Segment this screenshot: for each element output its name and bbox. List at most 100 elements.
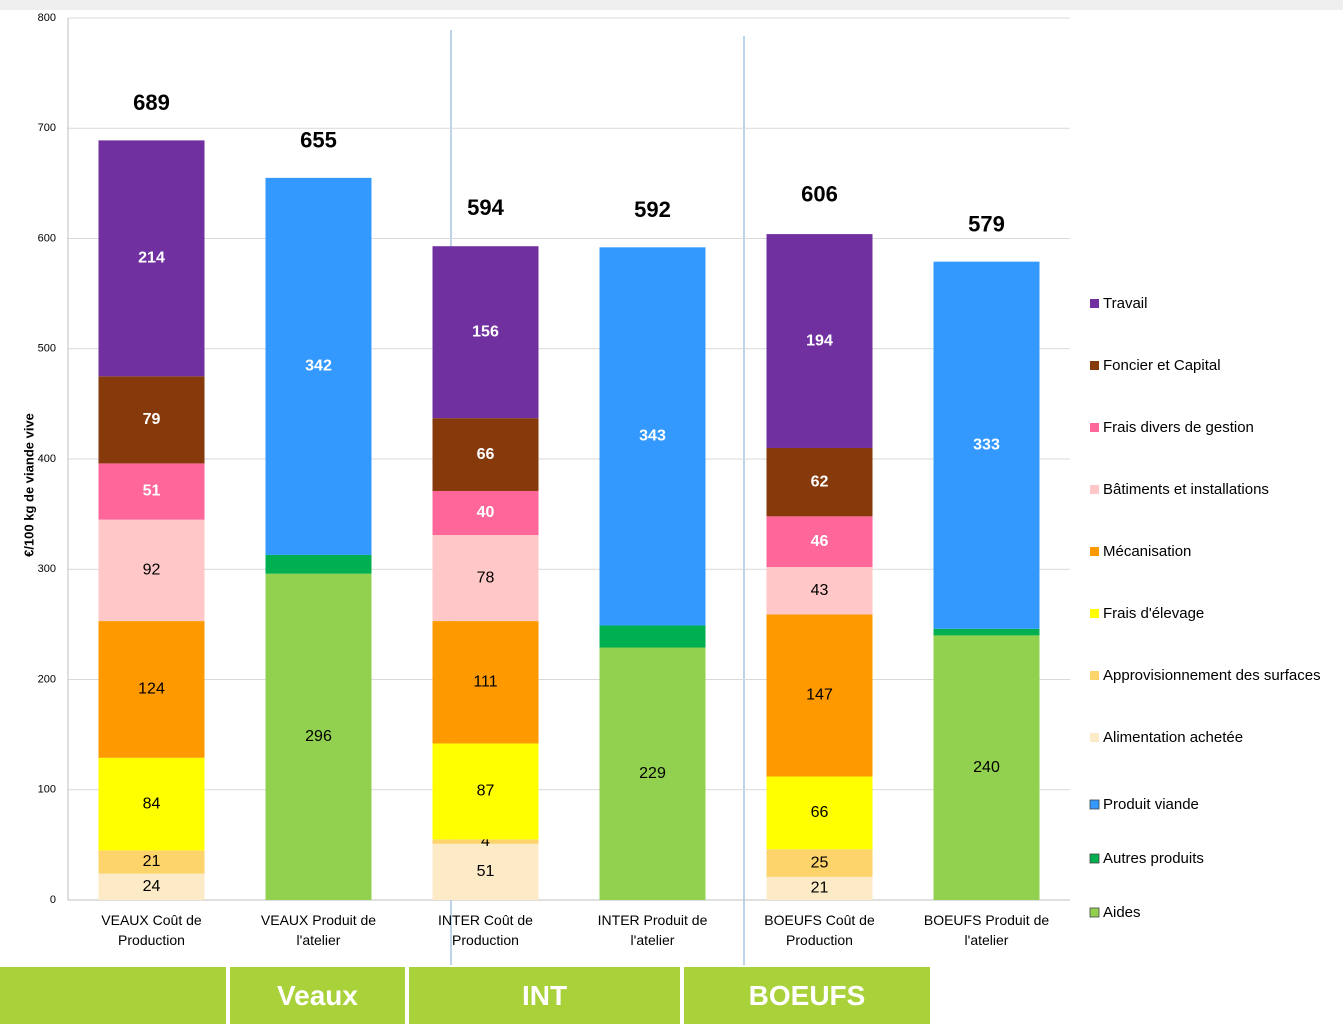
legend-label: Frais divers de gestion [1103, 419, 1254, 436]
legend-label: Approvisionnement des surfaces [1103, 667, 1321, 684]
total-label: 606 [801, 182, 838, 207]
legend-swatch [1090, 485, 1099, 494]
data-label: 78 [477, 569, 495, 586]
bar-segment [432, 843, 539, 900]
data-label: 124 [138, 681, 165, 698]
data-label: 156 [472, 323, 499, 340]
bar-segment [766, 516, 873, 568]
bar-segment [766, 876, 873, 900]
y-axis-label: €/100 kg de viande vive [21, 413, 36, 557]
total-label: 655 [300, 128, 337, 153]
legend-swatch [1090, 423, 1099, 432]
bar-segment [766, 776, 873, 850]
bar-segment [933, 628, 1040, 636]
data-label: 240 [973, 759, 1000, 776]
legend-swatch [1090, 733, 1099, 742]
data-label: 296 [305, 728, 332, 745]
x-tick-label: BOEUFS Produit de l'atelier [923, 912, 1050, 948]
legend-label: Frais d'élevage [1103, 605, 1204, 622]
legend-swatch [1089, 799, 1100, 810]
bar-segment [766, 614, 873, 777]
data-label: 111 [473, 673, 497, 690]
data-label: 25 [811, 854, 829, 871]
data-label: 194 [806, 332, 833, 349]
data-label: 43 [811, 582, 829, 599]
bar-segment [432, 418, 539, 491]
bar-segment [98, 873, 205, 900]
bar-segment [766, 567, 873, 615]
legend-swatch [1090, 547, 1099, 556]
bar-segment [766, 849, 873, 877]
legend-label: Produit viande [1103, 796, 1199, 813]
legend-label: Aides [1103, 904, 1141, 921]
bar-segment [766, 234, 873, 448]
bar-segment [432, 743, 539, 840]
data-label: 84 [143, 795, 161, 812]
data-label: 79 [143, 411, 161, 428]
legend-swatch [1090, 361, 1099, 370]
data-label: 87 [477, 783, 495, 800]
bar-segment [432, 246, 539, 419]
y-tick-label: 0 [50, 894, 56, 906]
data-label: 66 [811, 804, 829, 821]
bar-segment [98, 850, 205, 874]
x-tick-label: INTER Produit de l'atelier [597, 912, 708, 948]
legend-label: Bâtiments et installations [1103, 481, 1269, 498]
data-label: 51 [477, 863, 495, 880]
bar-segment [599, 247, 706, 626]
bar-segment [933, 261, 1040, 629]
bar-segment [766, 447, 873, 517]
y-tick-label: 800 [38, 12, 56, 24]
legend-swatch [1089, 907, 1100, 918]
data-label: 229 [639, 765, 666, 782]
legend-label: Autres produits [1103, 850, 1204, 867]
bar-segment [432, 490, 539, 536]
data-label: 40 [477, 504, 495, 521]
y-tick-label: 700 [38, 122, 56, 134]
bar-segment [432, 535, 539, 622]
data-label: 342 [305, 358, 332, 375]
y-tick-label: 500 [38, 343, 56, 355]
x-tick-label: BOEUFS Coût de Production [764, 912, 875, 948]
data-label: 66 [477, 446, 495, 463]
legend-label: Foncier et Capital [1103, 357, 1221, 374]
y-tick-label: 400 [38, 453, 56, 465]
data-label: 62 [811, 473, 829, 490]
total-label: 594 [467, 195, 504, 220]
legend-label: Alimentation achetée [1103, 729, 1243, 746]
legend-swatch [1090, 299, 1099, 308]
bar-segment [599, 647, 706, 900]
y-tick-label: 600 [38, 232, 56, 244]
total-label: 689 [133, 90, 170, 115]
legend-swatch [1089, 853, 1100, 864]
x-tick-label: VEAUX Produit de l'atelier [260, 912, 377, 948]
group-label: Veaux [230, 967, 405, 1024]
legend-swatch [1090, 671, 1099, 680]
bar-segment [265, 554, 372, 574]
data-label: 147 [806, 687, 833, 704]
data-label: 21 [811, 880, 829, 897]
bar-segment [265, 177, 372, 555]
bar-segment [432, 621, 539, 744]
data-label: 21 [143, 853, 161, 870]
y-tick-label: 100 [38, 784, 56, 796]
y-tick-label: 300 [38, 563, 56, 575]
bar-segment [599, 625, 706, 648]
top-band [0, 0, 1343, 10]
data-label: 4 [481, 833, 490, 850]
bar-segment [98, 519, 205, 622]
legend-swatch [1090, 609, 1099, 618]
group-label: BOEUFS [684, 967, 930, 1024]
data-label: 46 [811, 533, 829, 550]
data-label: 333 [973, 436, 1000, 453]
x-tick-label: INTER Coût de Production [438, 912, 533, 948]
data-label: 343 [639, 428, 666, 445]
group-label: INT [409, 967, 680, 1024]
chart: €/100 kg de viande vive 0 100 200 300 400 500… [0, 0, 1343, 965]
bar-segment [432, 839, 539, 844]
legend-label: Travail [1103, 295, 1147, 312]
bar-segment [98, 376, 205, 464]
total-label: 579 [968, 211, 1005, 236]
data-label: 24 [143, 878, 161, 895]
